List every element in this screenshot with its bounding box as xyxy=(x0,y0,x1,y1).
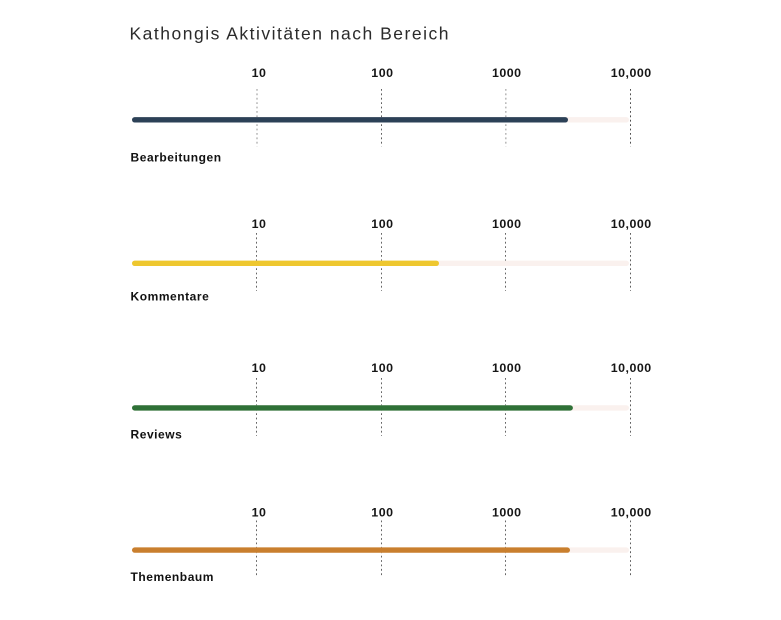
svg-text:Bearbeitungen: Bearbeitungen xyxy=(131,150,222,164)
svg-text:1000: 1000 xyxy=(492,217,522,231)
svg-text:10,000: 10,000 xyxy=(611,66,652,80)
svg-text:10,000: 10,000 xyxy=(611,217,652,231)
svg-text:Kathongis Aktivitäten nach Ber: Kathongis Aktivitäten nach Bereich xyxy=(130,23,450,43)
svg-text:100: 100 xyxy=(371,361,393,375)
svg-text:1000: 1000 xyxy=(492,506,522,520)
svg-text:1000: 1000 xyxy=(492,361,522,375)
svg-text:Kommentare: Kommentare xyxy=(131,290,210,304)
svg-text:1000: 1000 xyxy=(492,66,522,80)
svg-text:10: 10 xyxy=(252,506,267,520)
svg-text:Themenbaum: Themenbaum xyxy=(131,570,215,584)
svg-text:Reviews: Reviews xyxy=(131,428,183,442)
svg-text:100: 100 xyxy=(371,506,393,520)
svg-text:10: 10 xyxy=(252,66,267,80)
svg-text:100: 100 xyxy=(371,66,393,80)
svg-text:10,000: 10,000 xyxy=(611,361,652,375)
svg-text:10,000: 10,000 xyxy=(611,506,652,520)
svg-text:10: 10 xyxy=(252,217,267,231)
svg-text:10: 10 xyxy=(252,361,267,375)
svg-text:100: 100 xyxy=(371,217,393,231)
